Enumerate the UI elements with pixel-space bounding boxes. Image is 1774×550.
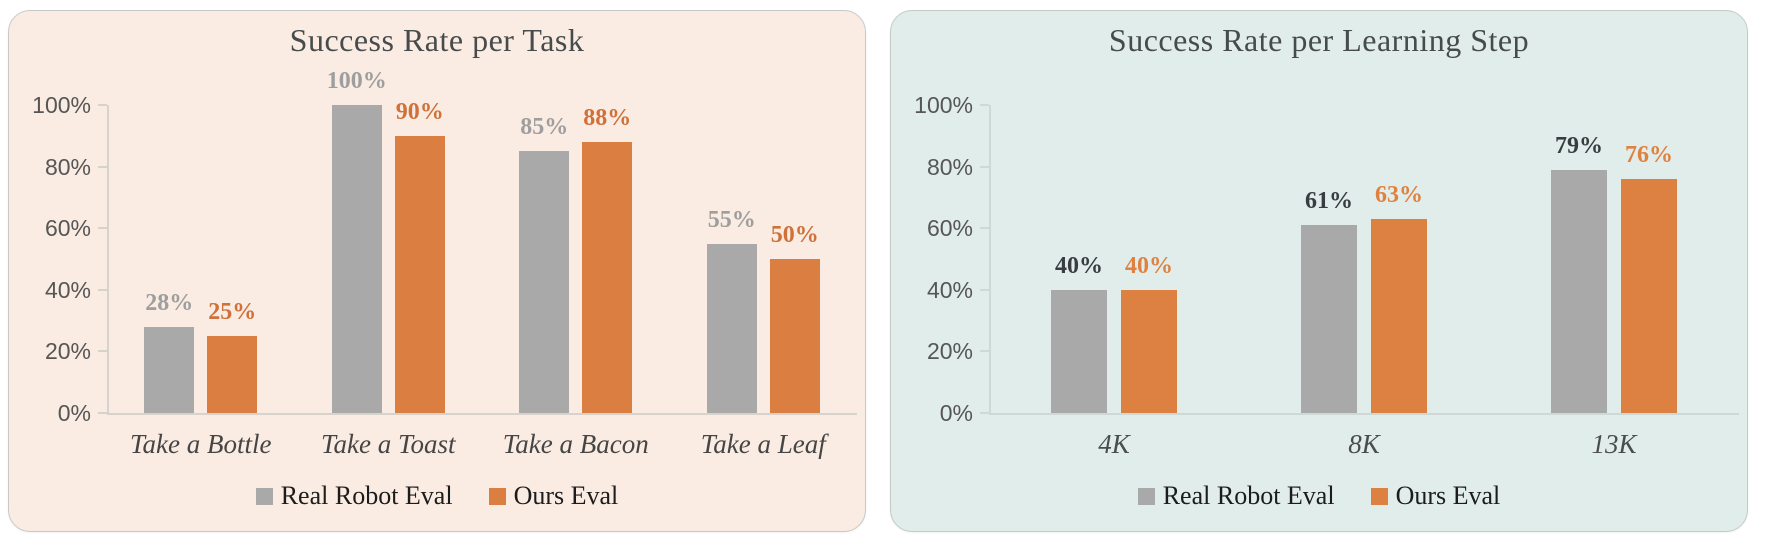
bar-real-robot-eval-4k bbox=[1051, 289, 1107, 413]
value-label-ours-eval-take-a-toast: 90% bbox=[395, 98, 444, 125]
legend-swatch-icon bbox=[255, 487, 273, 505]
y-axis-label: 0% bbox=[57, 400, 91, 426]
value-label-ours-eval-take-a-bacon: 88% bbox=[583, 104, 632, 131]
y-axis-tick bbox=[980, 350, 989, 353]
legend-item-ours-eval: Ours Eval bbox=[488, 481, 619, 511]
y-axis-tick bbox=[98, 288, 107, 291]
bar-ours-eval-13k bbox=[1621, 178, 1677, 413]
bar-ours-eval-4k bbox=[1121, 289, 1177, 413]
legend: Real Robot Eval Ours Eval bbox=[891, 481, 1747, 511]
y-axis-label: 40% bbox=[44, 276, 91, 303]
y-axis-label: 0% bbox=[939, 400, 973, 426]
y-axis-tick bbox=[980, 104, 989, 106]
y-axis-label: 60% bbox=[926, 215, 973, 242]
y-axis-tick bbox=[98, 350, 107, 353]
legend-label: Ours Eval bbox=[1395, 481, 1501, 510]
y-axis bbox=[989, 105, 991, 413]
value-label-real-robot-eval-take-a-bacon: 85% bbox=[520, 114, 569, 141]
legend-swatch-icon bbox=[488, 487, 506, 505]
value-label-real-robot-eval-take-a-toast: 100% bbox=[326, 68, 387, 94]
bar-real-robot-eval-take-a-leaf bbox=[706, 243, 757, 413]
plot-area: 0% 20% 40% 60% 80% 100% 4K 40% 40% 8K 61% 63% 13K 79%… bbox=[891, 11, 1747, 531]
y-axis-tick bbox=[98, 104, 107, 106]
value-label-real-robot-eval-take-a-bottle: 28% bbox=[145, 289, 194, 316]
value-label-real-robot-eval-8k: 61% bbox=[1305, 188, 1353, 215]
legend-label: Real Robot Eval bbox=[1162, 481, 1335, 510]
value-label-ours-eval-8k: 63% bbox=[1375, 181, 1423, 208]
legend: Real Robot Eval Ours Eval bbox=[9, 481, 865, 511]
y-axis bbox=[107, 105, 109, 413]
legend-label: Ours Eval bbox=[513, 481, 619, 510]
category-label-4k: 4K bbox=[1098, 429, 1130, 459]
plot-area: 0% 20% 40% 60% 80% 100% Take a Bottle 28% 25% Tak… bbox=[9, 11, 865, 531]
value-label-real-robot-eval-13k: 79% bbox=[1555, 132, 1603, 159]
y-axis-tick bbox=[980, 227, 989, 230]
y-axis-tick bbox=[98, 227, 107, 230]
chart-panel-success-rate-per-task: Success Rate per Task 0% 20% 40% 60% 80% 100%… bbox=[8, 10, 866, 532]
chart-title: Success Rate per Learning Step bbox=[1108, 22, 1530, 58]
category-label-take-a-leaf: Take a Leaf bbox=[700, 429, 826, 459]
bar-real-robot-eval-13k bbox=[1551, 169, 1607, 413]
y-axis-tick bbox=[980, 165, 989, 168]
category-label-take-a-bottle: Take a Bottle bbox=[130, 429, 272, 459]
category-label-13k: 13K bbox=[1591, 429, 1637, 459]
y-axis-label: 100% bbox=[32, 92, 91, 118]
bar-ours-eval-take-a-leaf bbox=[769, 259, 820, 413]
category-label-take-a-bacon: Take a Bacon bbox=[502, 429, 649, 459]
y-axis-label: 80% bbox=[44, 153, 91, 180]
category-label-8k: 8K bbox=[1348, 429, 1380, 459]
value-label-ours-eval-4k: 40% bbox=[1125, 252, 1173, 279]
y-axis-label: 60% bbox=[44, 215, 91, 242]
bar-real-robot-eval-take-a-bottle bbox=[144, 326, 195, 413]
legend-item-real-robot-eval: Real Robot Eval bbox=[255, 481, 453, 511]
value-label-real-robot-eval-take-a-leaf: 55% bbox=[707, 206, 756, 233]
y-axis-label: 40% bbox=[926, 276, 973, 303]
value-label-ours-eval-take-a-leaf: 50% bbox=[770, 222, 819, 248]
y-axis-label: 20% bbox=[44, 338, 91, 365]
legend-swatch-icon bbox=[1370, 487, 1388, 505]
legend-item-real-robot-eval: Real Robot Eval bbox=[1137, 481, 1335, 511]
y-axis-tick bbox=[98, 165, 107, 168]
bar-real-robot-eval-8k bbox=[1301, 225, 1357, 413]
y-axis-label: 80% bbox=[926, 153, 973, 180]
legend-label: Real Robot Eval bbox=[280, 481, 453, 510]
y-axis-label: 20% bbox=[926, 338, 973, 365]
value-label-ours-eval-take-a-bottle: 25% bbox=[208, 299, 257, 325]
bar-real-robot-eval-take-a-toast bbox=[331, 105, 382, 413]
x-axis bbox=[989, 413, 1739, 415]
bar-ours-eval-8k bbox=[1371, 218, 1427, 413]
bar-real-robot-eval-take-a-bacon bbox=[519, 151, 570, 413]
legend-item-ours-eval: Ours Eval bbox=[1370, 481, 1501, 511]
chart-panel-success-rate-per-learning-step: Success Rate per Learning Step 0% 20% 40% 6… bbox=[890, 10, 1748, 532]
y-axis-tick bbox=[980, 288, 989, 291]
legend-swatch-icon bbox=[1137, 487, 1155, 505]
bar-ours-eval-take-a-bacon bbox=[582, 141, 633, 413]
y-axis-label: 100% bbox=[914, 92, 973, 118]
x-axis bbox=[107, 413, 857, 415]
bar-ours-eval-take-a-bottle bbox=[207, 336, 258, 413]
y-axis-tick bbox=[98, 412, 107, 414]
chart-title: Success Rate per Task bbox=[289, 22, 585, 58]
y-axis-tick bbox=[980, 412, 989, 414]
category-label-take-a-toast: Take a Toast bbox=[320, 429, 456, 459]
value-label-ours-eval-13k: 76% bbox=[1625, 141, 1673, 168]
bar-ours-eval-take-a-toast bbox=[394, 135, 445, 413]
value-label-real-robot-eval-4k: 40% bbox=[1055, 252, 1103, 279]
